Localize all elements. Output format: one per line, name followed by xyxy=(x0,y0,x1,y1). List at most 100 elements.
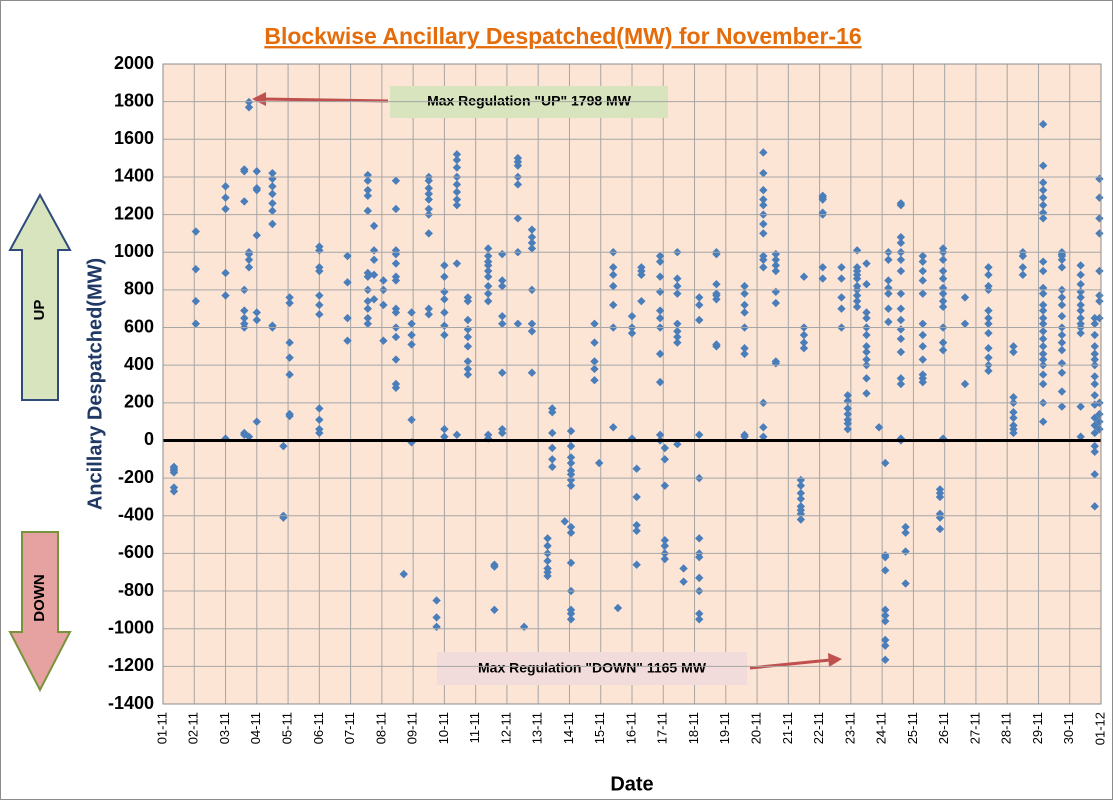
point xyxy=(548,408,557,417)
point xyxy=(655,349,665,359)
max-down-label: Max Regulation "DOWN" 1165 MW xyxy=(478,660,707,676)
point xyxy=(896,347,906,357)
point xyxy=(984,353,993,362)
point xyxy=(655,257,665,266)
point xyxy=(1076,261,1085,270)
point xyxy=(862,389,871,398)
point xyxy=(252,231,261,240)
point xyxy=(240,430,249,440)
x-tick-label: 27-11 xyxy=(967,712,982,744)
point xyxy=(712,342,721,351)
point xyxy=(637,270,646,280)
point xyxy=(673,327,682,336)
max-up-label: Max Regulation "UP" 1798 MW xyxy=(427,93,632,109)
point xyxy=(655,430,665,440)
x-tick-label: 24-11 xyxy=(874,712,889,744)
point xyxy=(1090,319,1099,328)
point xyxy=(712,249,721,259)
point xyxy=(483,289,493,298)
point xyxy=(609,281,618,291)
down-arrow xyxy=(8,531,72,693)
point xyxy=(1090,313,1099,323)
point xyxy=(566,470,576,479)
point xyxy=(852,291,862,300)
point xyxy=(660,443,670,453)
point xyxy=(843,391,852,400)
point xyxy=(660,455,670,464)
point xyxy=(1038,257,1048,266)
point xyxy=(244,255,254,264)
point xyxy=(424,189,433,199)
point xyxy=(740,281,749,291)
point xyxy=(695,615,704,624)
point xyxy=(918,276,927,285)
point xyxy=(918,289,927,298)
y-tick-label: 1200 xyxy=(114,203,154,223)
point xyxy=(655,377,665,387)
y-tick-label: 1600 xyxy=(114,128,154,148)
point xyxy=(1095,417,1104,426)
point xyxy=(935,492,945,502)
point xyxy=(884,289,893,298)
point xyxy=(566,609,576,618)
point xyxy=(1057,255,1067,264)
point xyxy=(918,257,927,266)
point xyxy=(1057,387,1067,396)
x-tick-label: 23-11 xyxy=(842,712,857,744)
point xyxy=(938,345,948,355)
point xyxy=(695,609,704,618)
point xyxy=(938,274,948,283)
point xyxy=(1038,185,1048,195)
x-tick-label: 06-11 xyxy=(311,712,326,744)
point xyxy=(463,357,473,366)
point xyxy=(881,458,890,468)
point xyxy=(244,103,254,112)
point xyxy=(673,274,682,283)
point xyxy=(452,163,462,172)
point xyxy=(391,308,401,317)
point xyxy=(862,330,871,340)
point xyxy=(363,304,372,313)
point xyxy=(960,379,970,389)
point xyxy=(407,340,416,349)
point xyxy=(984,270,993,280)
point xyxy=(918,319,927,328)
point xyxy=(1076,313,1085,323)
point xyxy=(543,556,552,566)
point xyxy=(1095,291,1104,300)
point xyxy=(483,296,493,306)
point xyxy=(740,349,749,359)
point xyxy=(881,635,890,645)
point xyxy=(463,364,473,374)
point xyxy=(240,306,249,315)
point xyxy=(918,266,927,276)
point xyxy=(315,291,324,300)
point xyxy=(632,526,641,536)
point xyxy=(391,355,401,364)
point xyxy=(590,364,599,374)
x-tick-label: 18-11 xyxy=(686,712,701,744)
point xyxy=(660,541,670,551)
point xyxy=(1090,502,1099,511)
point xyxy=(695,300,704,310)
point xyxy=(440,308,449,317)
y-tick-label: 1000 xyxy=(114,241,154,261)
up-arrow xyxy=(8,192,72,401)
point xyxy=(424,176,433,185)
point xyxy=(862,308,871,317)
point xyxy=(1057,338,1067,347)
point xyxy=(771,266,781,276)
point xyxy=(1038,120,1048,129)
x-tick-label: 09-11 xyxy=(405,712,420,744)
point xyxy=(424,184,433,193)
point xyxy=(896,304,906,313)
point xyxy=(796,481,806,490)
point xyxy=(548,428,557,438)
point xyxy=(483,266,493,276)
point xyxy=(1090,355,1099,364)
point xyxy=(901,528,910,537)
point xyxy=(452,155,462,165)
point xyxy=(862,280,871,289)
y-tick-label: -600 xyxy=(118,542,154,562)
